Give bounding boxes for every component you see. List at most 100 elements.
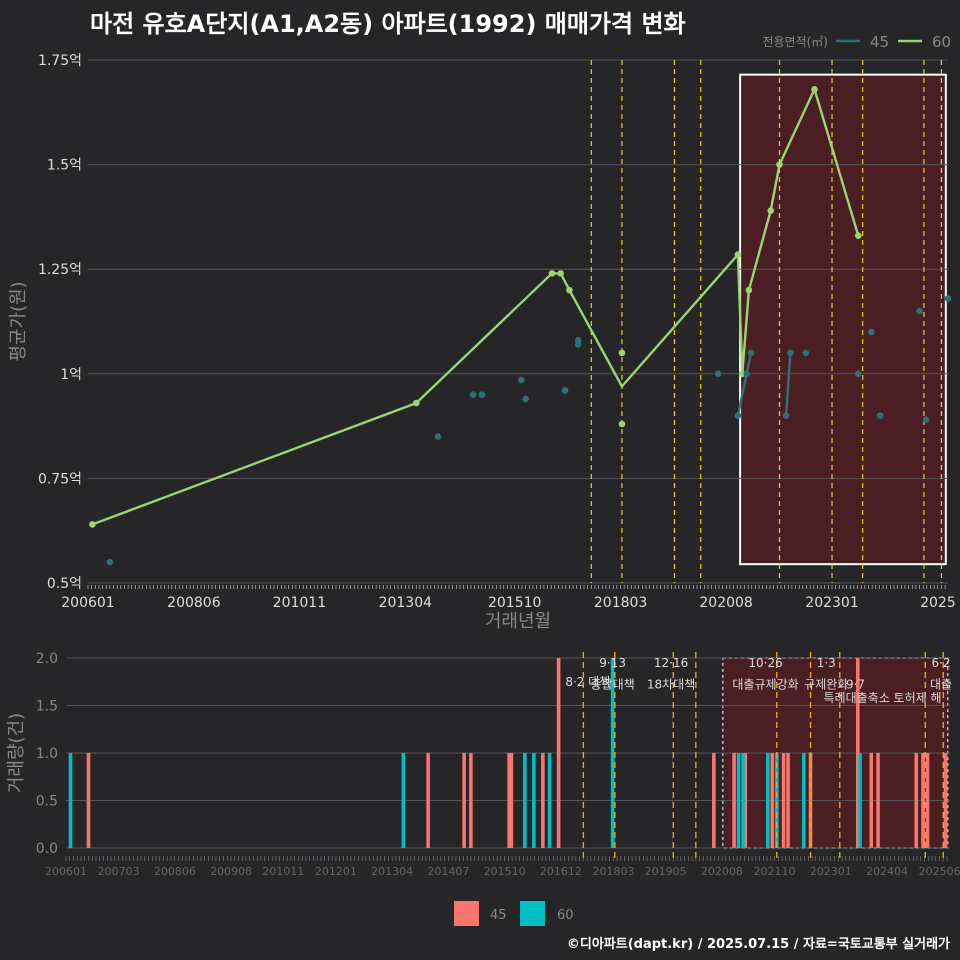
volume-policy-annotation: 종합대책 [591,677,635,692]
price-x-tick-label: 201304 [379,595,433,611]
volume-bar-45 [732,753,736,848]
volume-policy-annotation: 9·13 [599,656,626,670]
series-45-point [714,370,722,378]
price-y-tick-label: 0.75억 [38,471,82,487]
volume-bar-45 [943,753,948,848]
volume-bar-45 [712,753,716,848]
price-x-tick-label: 200806 [167,595,221,611]
volume-bar-45 [869,753,874,848]
series-45-point [787,349,794,357]
volume-policy-annotation: 9·7 [846,678,865,692]
volume-x-tick-label: 201407 [427,865,469,878]
series-45-point [868,328,875,336]
volume-policy-annotation: 규제완화 [804,678,848,692]
volume-x-tick-label: 200806 [154,865,196,878]
credit-line: ©디아파트(dapt.kr) / 2025.07.15 / 자료=국토교통부 실… [566,937,950,952]
price-x-tick-label: 202008 [699,595,752,611]
series-60-point [767,207,775,214]
volume-bar-60 [532,753,536,848]
volume-x-tick-label: 201011 [262,865,304,878]
series-45-point [478,391,486,399]
volume-bar-45 [786,753,790,848]
volume-bar-60 [801,753,806,848]
series-60-point [734,251,742,258]
series-60-point [89,521,96,528]
volume-bar-45 [426,753,430,848]
series-60-point [854,232,862,240]
series-45-point [747,349,755,357]
series-45-point [522,395,529,403]
series-45-point [743,370,750,378]
volume-policy-annotation: 8·2 대책 [565,674,610,689]
volume-bar-60 [610,658,615,848]
series-45-point [574,341,582,348]
volume-bar-45 [808,753,813,848]
volume-x-tick-label: 201510 [484,865,526,878]
volume-legend-60-swatch [520,901,545,926]
price-y-tick-label: 1.25억 [38,262,82,278]
volume-bar-60 [741,753,745,848]
volume-y-tick-label: 2.0 [36,651,58,667]
series-45-point [734,412,742,419]
volume-bar-45 [462,753,466,848]
volume-y-tick-label: 0.5 [36,794,58,810]
volume-bar-60 [68,753,73,848]
series-60-point [566,286,573,294]
volume-x-tick-label: 202404 [866,865,908,878]
volume-bar-45 [914,753,919,848]
chart-title: 마전 유호A단지(A1,A2동) 아파트(1992) 매매가격 변화 [90,10,686,38]
price-legend-60-label: 60 [932,33,951,51]
series-45-point [434,433,442,440]
series-45-point [106,558,114,566]
volume-policy-annotation: 18차대책 [647,677,695,692]
series-45-point [854,370,862,378]
series-45-point [922,416,930,424]
price-x-tick-label: 202301 [805,595,858,611]
price-legend-title: 전용면적(㎡) [762,35,828,49]
volume-y-axis-label: 거래량(건) [6,713,27,793]
series-45-point [782,412,790,419]
volume-policy-annotation: 12·16 [654,656,688,670]
price-highlight-box [739,73,947,566]
series-45-point [517,376,525,384]
price-y-tick-label: 0.5억 [47,576,82,592]
volume-policy-annotation: 특례대출축소 토허제 해 [824,691,942,705]
price-legend-45-label: 45 [870,33,889,51]
volume-x-tick-label: 200703 [98,865,140,878]
volume-y-tick-label: 1.0 [36,746,58,762]
volume-bar-45 [781,753,786,848]
price-x-tick-label: 201510 [488,595,541,611]
price-x-tick-label: 200601 [61,595,114,611]
series-45-point [944,295,952,302]
volume-bar-45 [509,753,514,848]
series-45-point [916,307,923,315]
volume-x-tick-label: 200908 [210,865,252,878]
series-45-point [876,412,884,419]
price-y-axis-label: 평균가(원) [8,281,29,361]
volume-bar-45 [876,753,880,848]
volume-bar-60 [547,753,552,848]
series-60-point [618,420,626,428]
series-60-point [557,270,564,277]
volume-legend-45-swatch [454,901,479,926]
volume-bar-60 [523,753,527,848]
volume-policy-annotation: 대출규제강화 [732,678,798,692]
volume-bar-45 [770,753,775,848]
series-60-point [412,399,420,407]
volume-x-tick-label: 201304 [371,865,413,878]
volume-x-tick-label: 202110 [754,865,796,878]
volume-bar-45 [925,753,930,848]
volume-bar-45 [921,753,925,848]
volume-y-tick-label: 1.5 [36,699,58,715]
volume-bar-60 [858,753,862,848]
volume-policy-annotation: 1·3 [817,656,836,670]
price-y-tick-label: 1.75억 [38,53,82,69]
volume-bar-45 [556,658,561,848]
price-y-tick-label: 1.5억 [47,158,82,174]
volume-x-tick-label: 201612 [540,865,582,878]
volume-x-tick-label: 201905 [645,865,687,878]
volume-bar-45 [855,658,860,848]
volume-x-tick-label: 202506 [919,865,960,878]
volume-legend-45-label: 45 [490,908,507,923]
